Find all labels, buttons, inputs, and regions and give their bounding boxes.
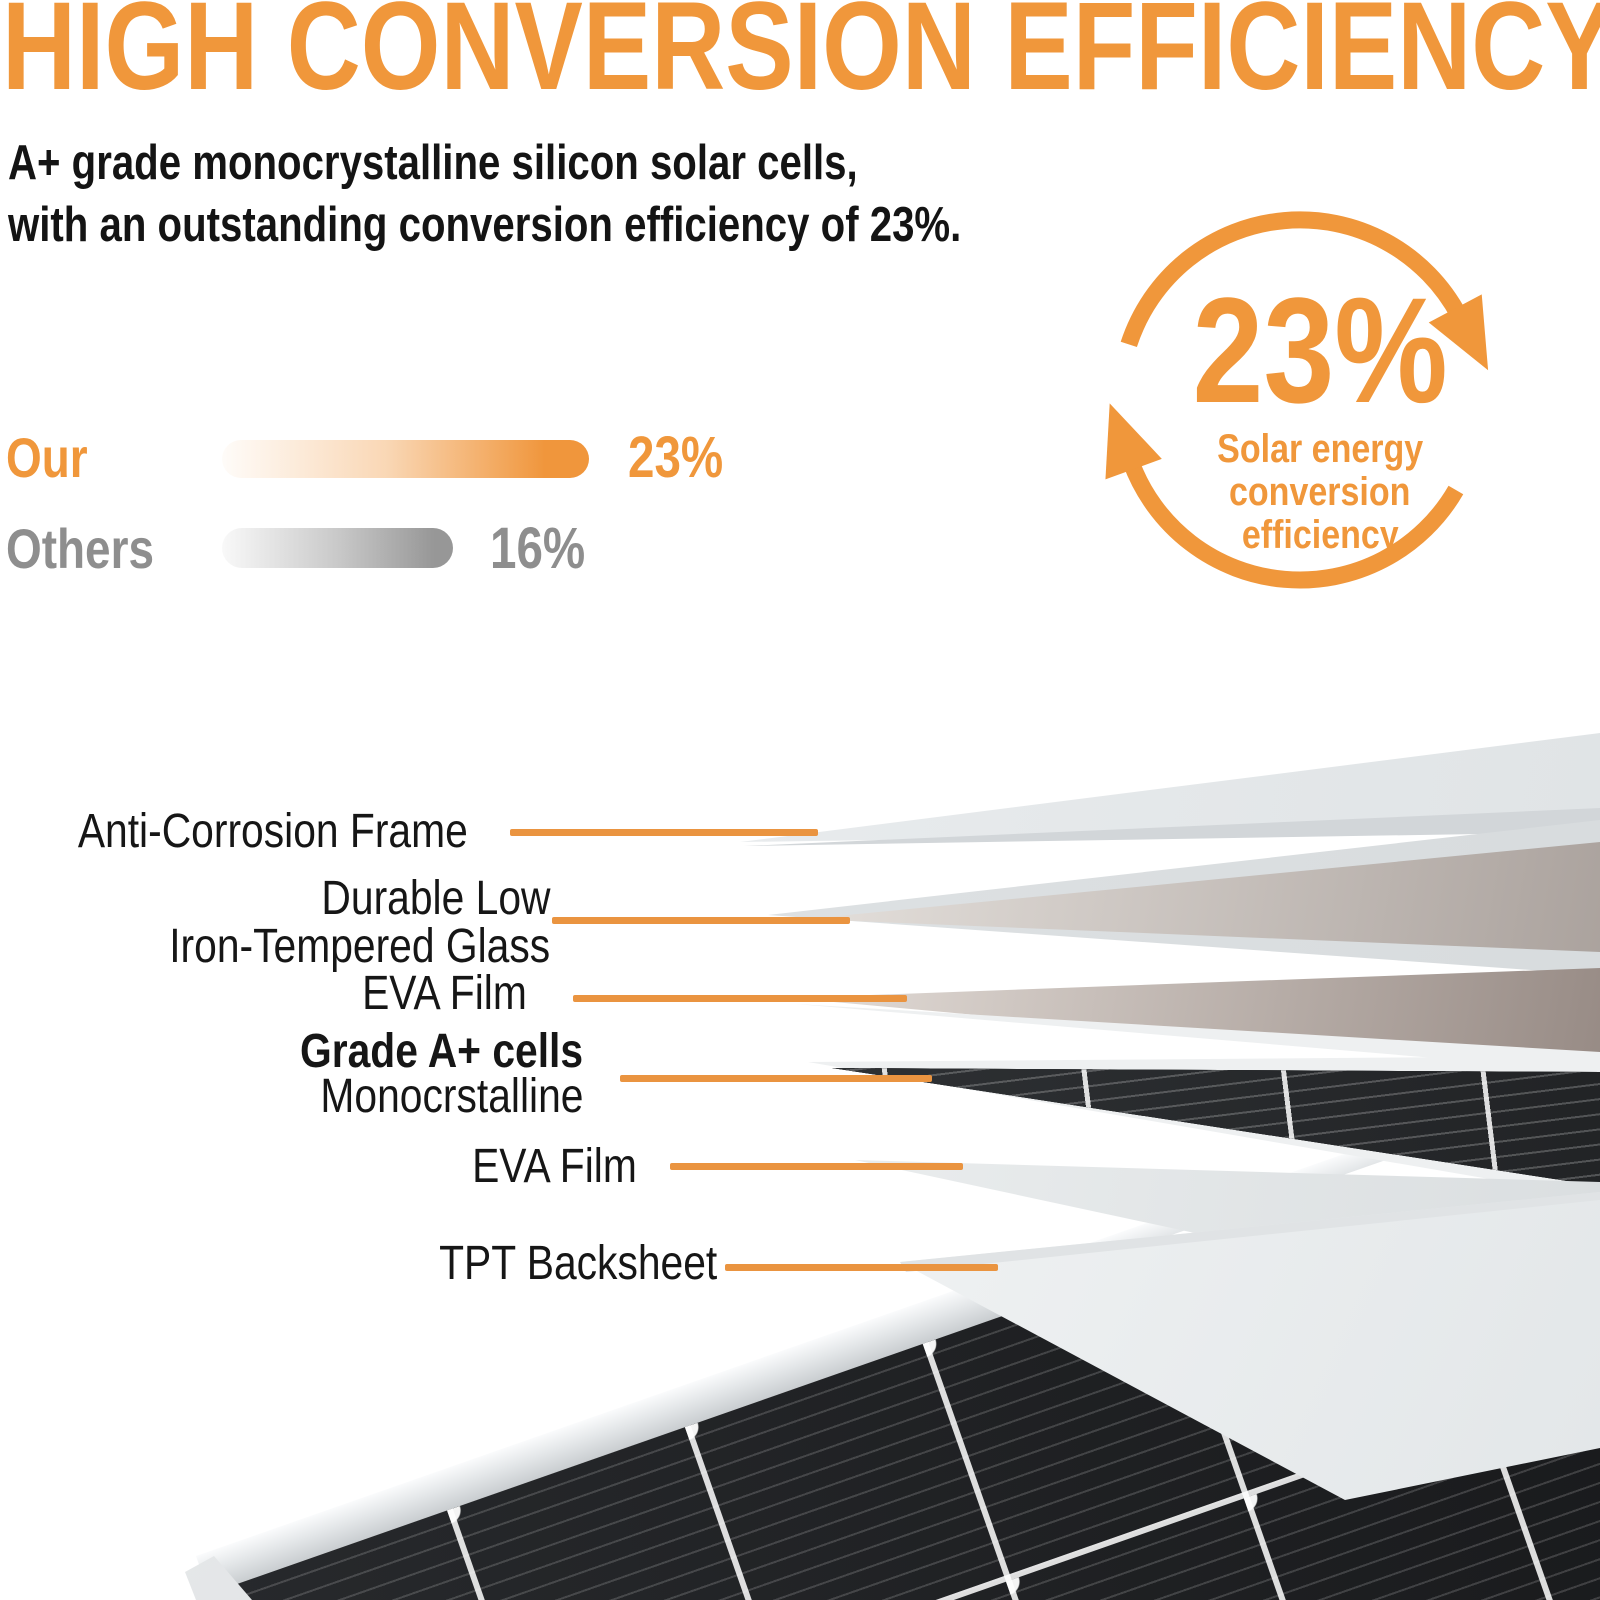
leader-line-grade-a-cells [620,1075,932,1082]
intro-paragraph: A+ grade monocrystalline silicon solar c… [8,132,1171,256]
chart-label-others: Others [6,517,155,580]
badge-value: 23% [1192,266,1448,434]
leader-line-tpt-backsheet [725,1264,998,1271]
page-title: HIGH CONVERSION EFFICIENCY [2,0,1600,116]
leader-line-eva-film-bottom [670,1163,963,1170]
intro-line-2: with an outstanding conversion efficienc… [8,198,962,252]
efficiency-badge: 23% Solar energy conversion efficiency [1085,185,1515,615]
badge-caption: Solar energy conversion efficiency [1105,428,1535,557]
label-eva-film-bottom: EVA Film [472,1140,637,1193]
badge-caption-line-3: efficiency [1241,513,1399,557]
label-eva-film-top: EVA Film [362,967,527,1020]
chart-value-our: 23% [628,425,724,490]
intro-line-1: A+ grade monocrystalline silicon solar c… [8,136,858,190]
chart-value-others: 16% [490,516,586,581]
leader-line-eva-film-top [573,995,907,1002]
leader-line-anti-corrosion-frame [510,829,818,836]
badge-caption-line-2: conversion [1229,470,1411,514]
chart-bar-our [222,440,589,478]
chart-bar-others [222,528,453,568]
badge-caption-line-1: Solar energy [1217,427,1423,471]
page-title-text: HIGH CONVERSION EFFICIENCY [2,0,1600,116]
leader-line-tempered-glass [552,917,850,924]
label-tempered-glass: Durable Low Iron-Tempered Glass [169,872,550,973]
label-grade-a-cells: Grade A+ cells Monocrstalline [299,1025,583,1123]
chart-label-our: Our [6,426,88,489]
label-anti-corrosion-frame: Anti-Corrosion Frame [78,805,468,858]
circular-arrows-icon [1105,211,1489,589]
label-tpt-backsheet: TPT Backsheet [438,1237,717,1290]
